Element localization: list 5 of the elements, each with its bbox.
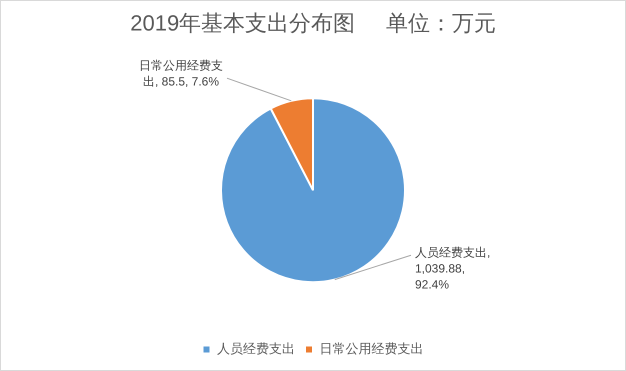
legend-label: 人员经费支出 [217, 341, 295, 356]
legend-label: 日常公用经费支出 [320, 341, 424, 356]
data-label: 日常公用经费支出, 85.5, 7.6% [139, 58, 223, 89]
chart-title: 2019年基本支出分布图 单位：万元 [130, 10, 496, 36]
data-label: 人员经费支出, 1,039.88, 92.4% [415, 246, 490, 292]
